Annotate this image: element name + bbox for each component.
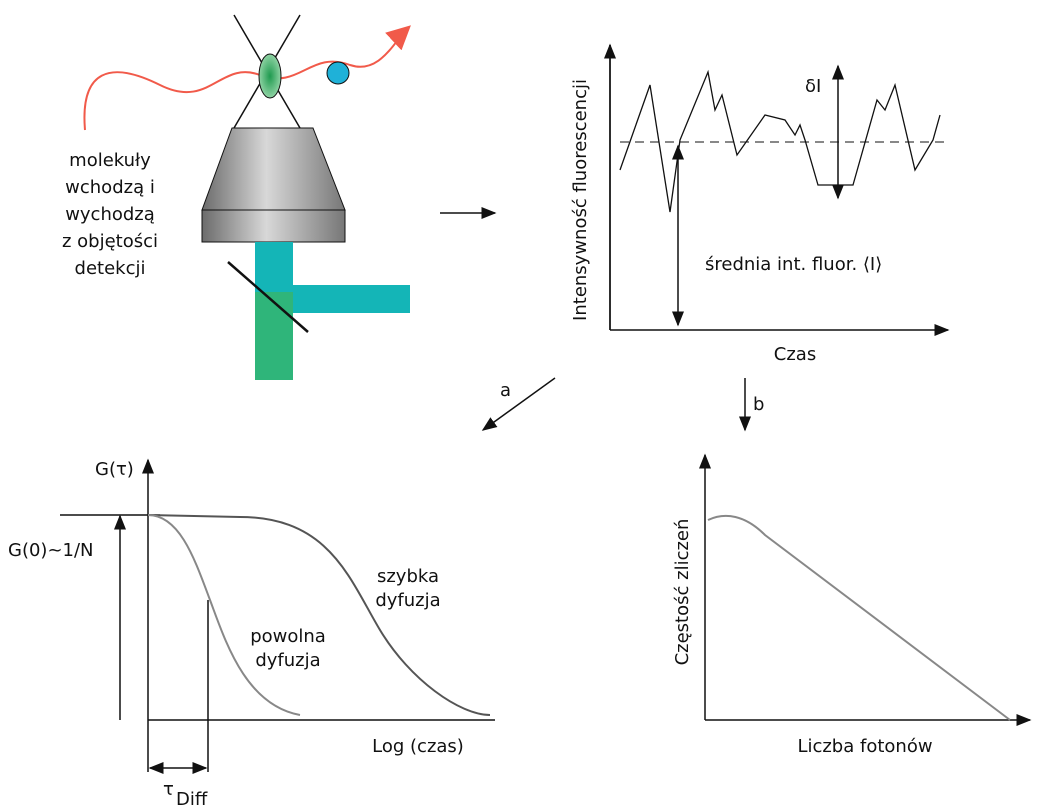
detection-line: wychodzą — [65, 204, 155, 225]
correlation-plot: G(τ) G(0)~1/N szybka dyfuzja powolna dyf… — [8, 458, 495, 810]
slow-label: dyfuzja — [255, 650, 320, 671]
intensity-plot: δI średnia int. fluor. ⟨I⟩ Intensywność … — [570, 43, 948, 365]
g0-label: G(0)~1/N — [8, 540, 94, 561]
tau-label: τ — [163, 779, 174, 800]
detection-line: detekcji — [75, 258, 146, 279]
detection-text: molekuły wchodzą i wychodzą z objętości … — [62, 150, 158, 279]
delta-label: δI — [805, 76, 821, 97]
slow-label: powolna — [250, 626, 326, 647]
y-label: G(τ) — [95, 459, 134, 480]
fast-label: dyfuzja — [375, 590, 440, 611]
x-label: Czas — [774, 344, 816, 365]
x-label: Liczba fotonów — [797, 736, 932, 757]
microscope — [83, 14, 411, 380]
y-label: Częstość zliczeń — [672, 519, 693, 666]
arrow-label: a — [500, 380, 511, 401]
mean-label: średnia int. fluor. ⟨I⟩ — [705, 254, 882, 275]
detection-line: molekuły — [69, 150, 151, 171]
y-label: Intensywność fluorescencji — [570, 79, 591, 321]
arrow-label: b — [753, 394, 764, 415]
arrow — [481, 377, 556, 431]
fast-label: szybka — [377, 566, 439, 587]
tau-subscript: Diff — [176, 789, 208, 810]
detection-line: z objętości — [62, 231, 158, 252]
detection-line: wchodzą i — [65, 177, 155, 198]
x-label: Log (czas) — [372, 736, 464, 757]
histogram-plot: Częstość zliczeń Liczba fotonów — [672, 453, 1032, 757]
